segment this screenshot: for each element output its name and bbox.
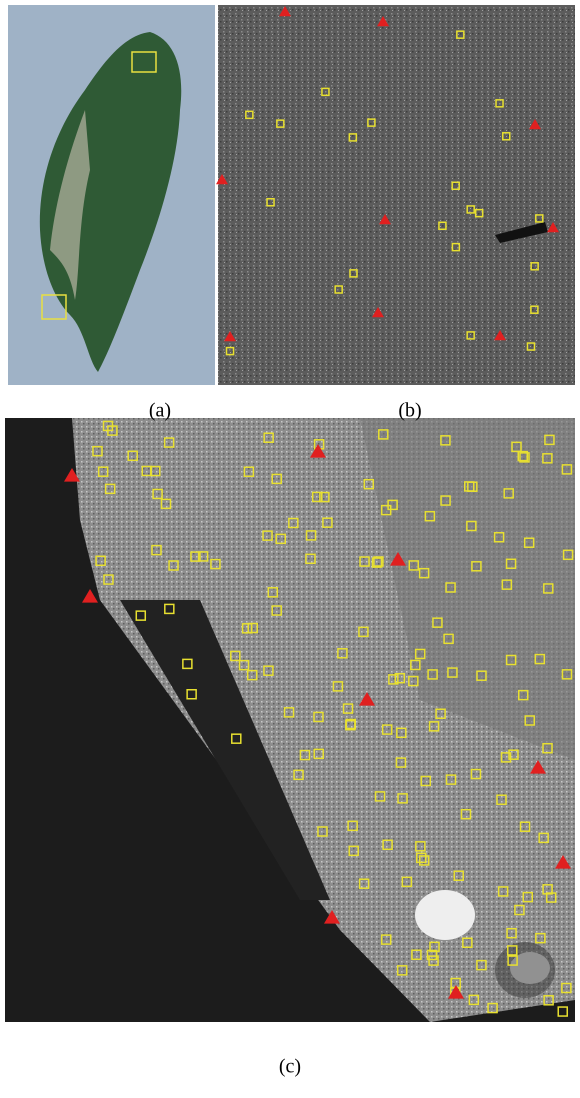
panel-label: (c) bbox=[279, 1056, 301, 1078]
panel-c-image bbox=[5, 418, 575, 1022]
panel-b-image bbox=[216, 5, 575, 385]
panel-a-image bbox=[8, 5, 215, 385]
figure: (a) (b) (c) bbox=[0, 0, 580, 1098]
figure-canvas: (a) (b) (c) bbox=[0, 0, 580, 1098]
panel-label: (a) bbox=[149, 400, 171, 422]
panel-label: (b) bbox=[398, 400, 421, 422]
